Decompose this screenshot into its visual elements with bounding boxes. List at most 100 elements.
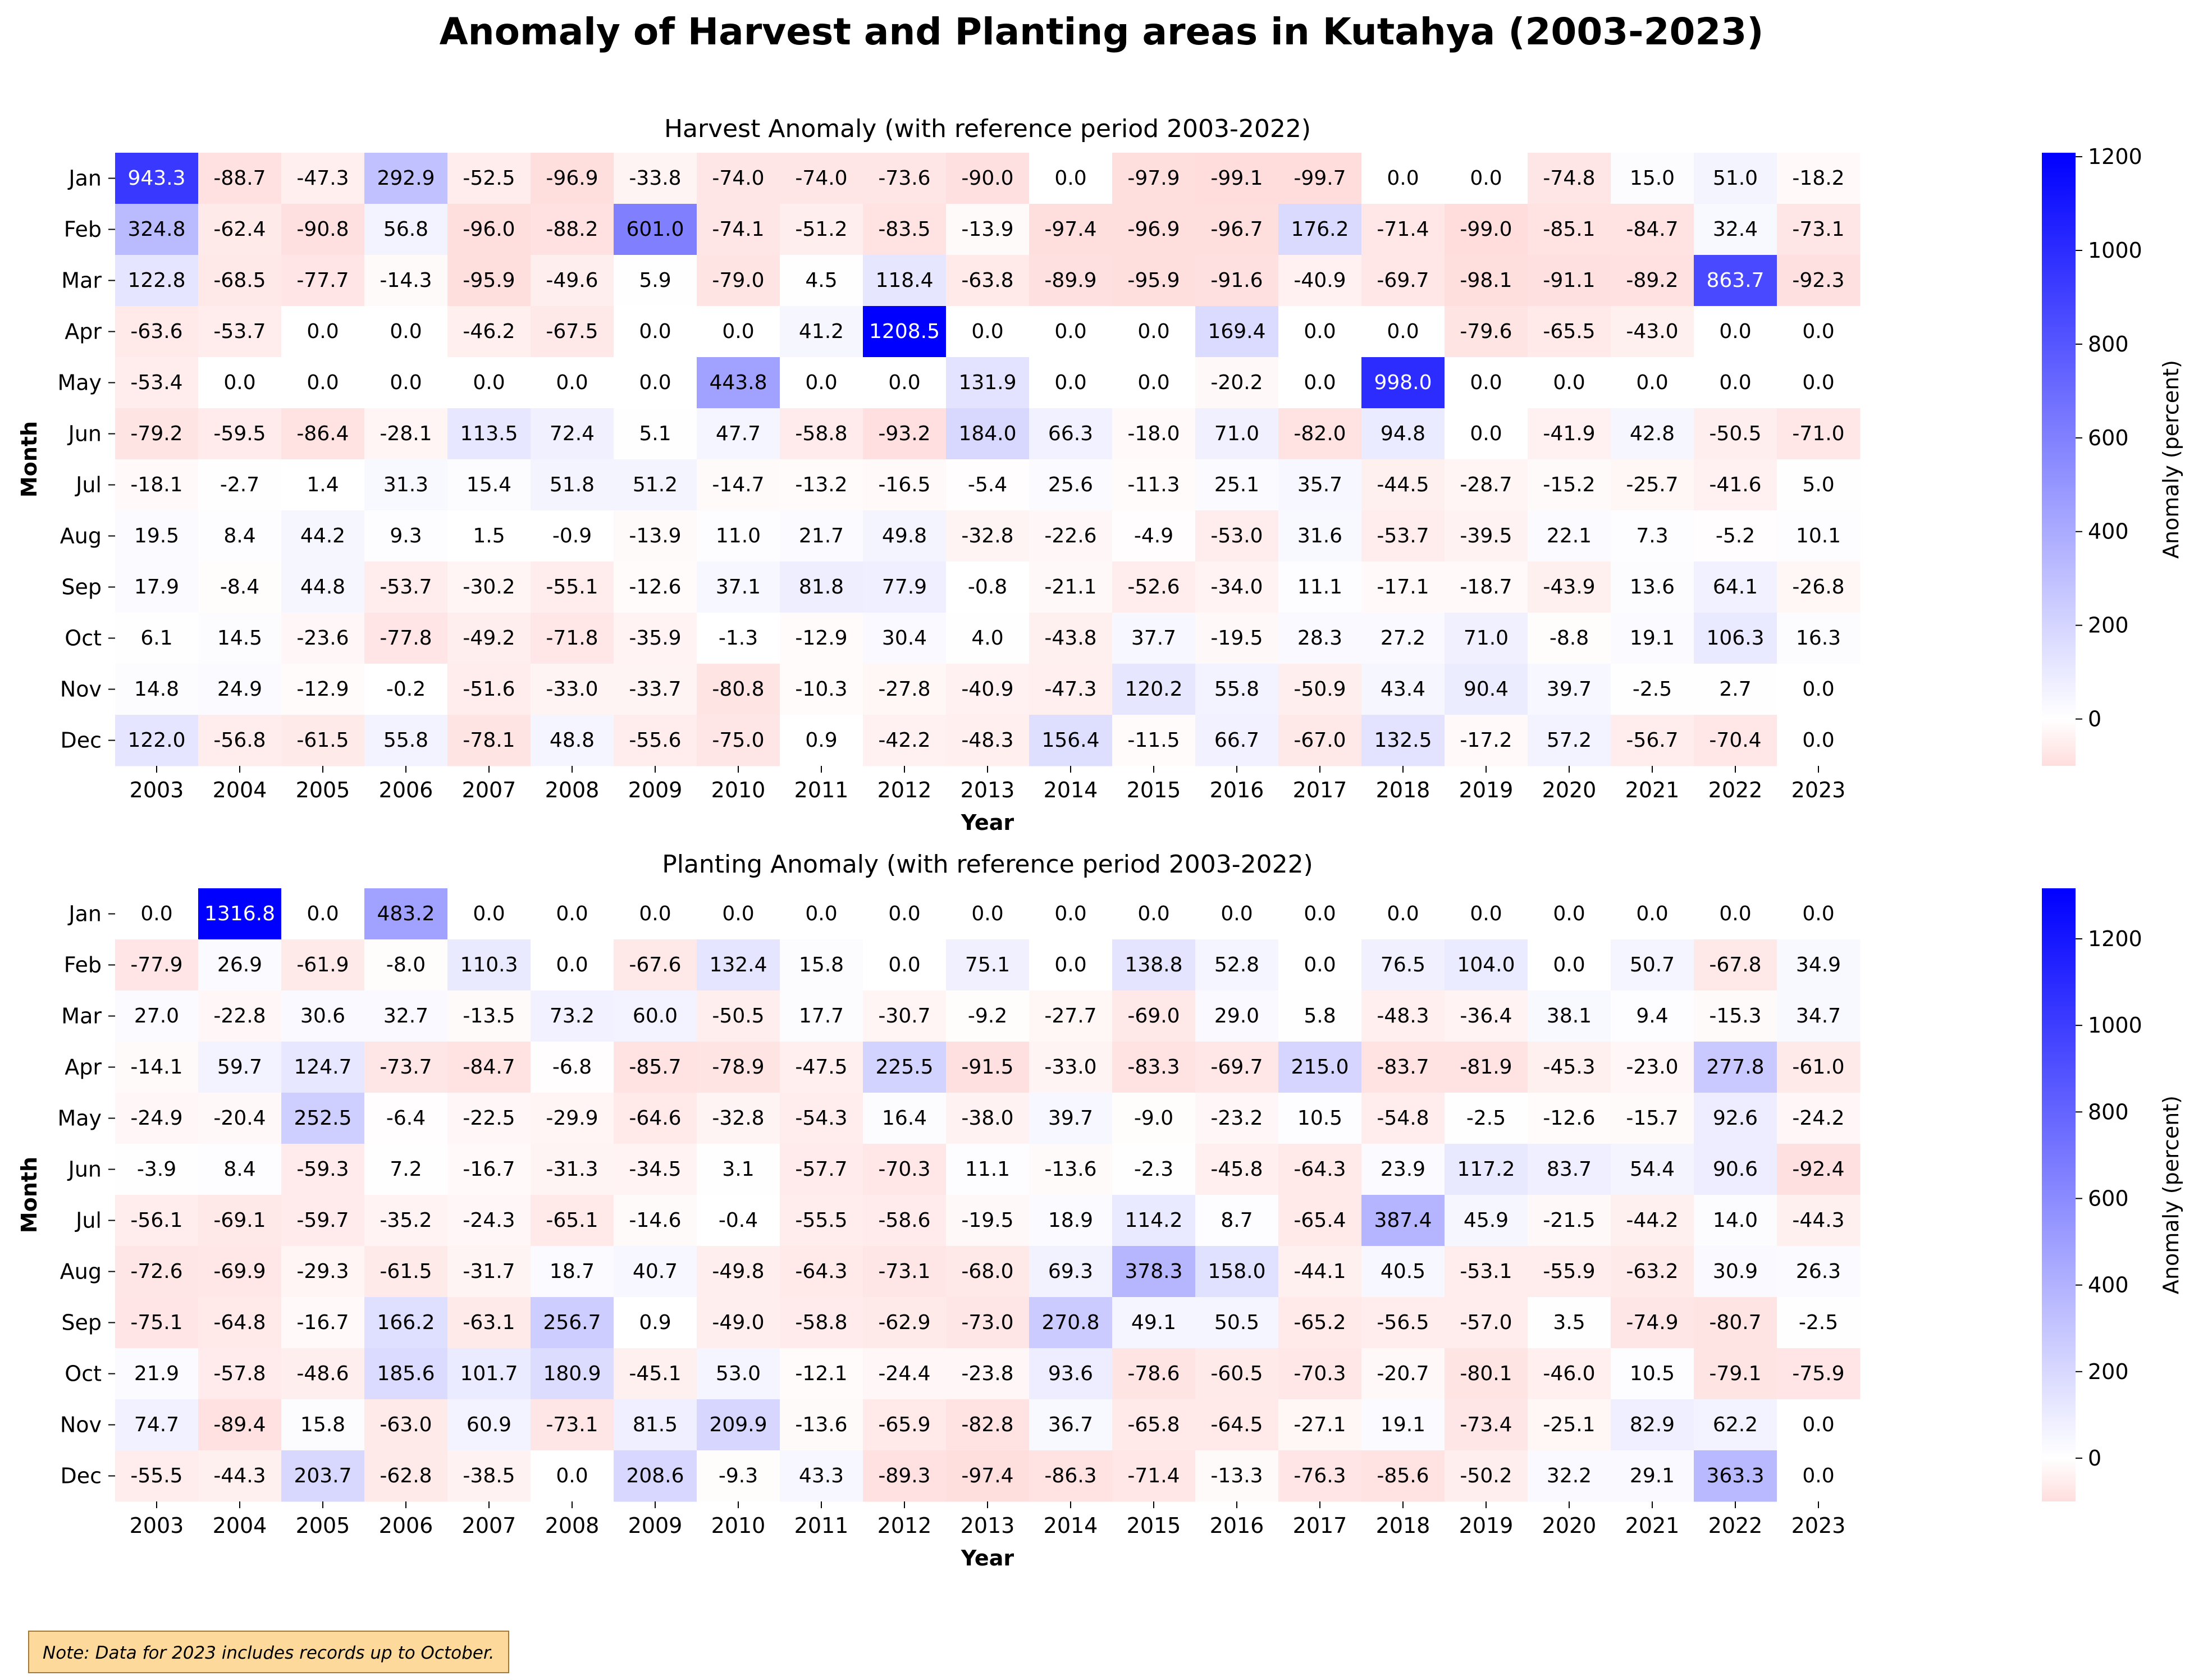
y-tick-label: Jun [67,1157,102,1182]
cell-value-label: 49.1 [1131,1311,1176,1334]
cell-value-label: -91.6 [1210,269,1263,292]
heatmap-cell [281,1399,365,1451]
heatmap-cell [1029,204,1113,255]
cell-value-label: 0.0 [1802,320,1834,343]
cell-value-label: 387.4 [1374,1209,1432,1232]
cell-value-label: -44.5 [1377,473,1429,496]
heatmap-cell [531,1297,614,1349]
heatmap-cell [1777,306,1861,358]
heatmap-cell [1694,408,1777,460]
cell-value-label: -49.0 [712,1311,764,1334]
heatmap-cell [946,408,1030,460]
heatmap-cell [697,306,780,358]
heatmap-cell [447,1042,531,1093]
heatmap-cell [1445,990,1528,1042]
cell-value-label: -88.2 [546,218,598,241]
cell-value-label: 0.0 [1137,902,1169,925]
heatmap-cell [1278,888,1362,940]
heatmap-cell [1528,664,1611,715]
heatmap-cell [198,939,282,991]
cell-value-label: -63.8 [961,269,1013,292]
cell-value-label: 117.2 [1457,1158,1515,1181]
colorbar-tick-label: 200 [2088,613,2129,638]
y-tick-label: Apr [65,319,102,344]
cell-value-label: -69.1 [213,1209,266,1232]
cell-value-label: -22.5 [463,1107,515,1130]
heatmap-cell [946,1144,1030,1195]
heatmap-cell [697,939,780,991]
heatmap-cell [1278,561,1362,613]
cell-value-label: 8.7 [1221,1209,1253,1232]
cell-value-label: 110.3 [460,953,518,976]
cell-value-label: 30.4 [882,627,927,650]
y-tick-label: Dec [60,728,102,753]
cell-value-label: -69.9 [213,1260,266,1283]
heatmap-cell [1112,306,1196,358]
heatmap-cell [614,1450,697,1502]
cell-value-label: 66.7 [1214,729,1259,752]
x-tick-label: 2022 [1708,1513,1763,1538]
heatmap-cell [1611,664,1694,715]
y-axis-label: Month [17,1157,42,1233]
cell-value-label: 0.0 [1137,371,1169,394]
y-tick-label: Apr [65,1055,102,1080]
heatmap-cell [1777,408,1861,460]
heatmap-cell [614,664,697,715]
cell-value-label: 74.7 [134,1413,179,1436]
colorbar-tick-label: 800 [2088,1099,2129,1124]
heatmap-cell [697,1348,780,1400]
cell-value-label: 277.8 [1706,1056,1764,1079]
cell-value-label: 38.1 [1547,1005,1592,1028]
heatmap-cell [614,357,697,409]
heatmap-cell [1694,1144,1777,1195]
heatmap-cell [364,715,448,766]
cell-value-label: 14.8 [134,678,179,701]
heatmap-cell [780,255,863,307]
cell-value-label: -56.1 [130,1209,182,1232]
cell-value-label: -71.0 [1792,422,1844,445]
heatmap-cell [1195,306,1279,358]
colorbar-tick-label: 1200 [2088,144,2142,169]
heatmap-cell [1361,153,1445,204]
cell-value-label: -58.6 [878,1209,930,1232]
cell-value-label: 0.0 [1387,902,1419,925]
heatmap-cell [447,1246,531,1298]
cell-value-label: 0.0 [1553,371,1585,394]
cell-value-label: 0.0 [971,902,1003,925]
cell-value-label: 93.6 [1048,1362,1093,1385]
heatmap-cell [1278,1399,1362,1451]
heatmap-cells: 0.0 1316.8 0.0 483.2 0.0 0.0 0.0 0.0 0.0 0.0 0.0 0.… [115,888,1861,1502]
cell-value-label: 55.8 [1214,678,1259,701]
cell-value-label: 76.5 [1381,953,1425,976]
cell-value-label: -97.4 [961,1464,1013,1487]
heatmap-cell [1195,408,1279,460]
heatmap-cell [198,990,282,1042]
heatmap-cell [1611,1297,1694,1349]
heatmap-cell [364,153,448,204]
heatmap-cell [447,939,531,991]
cell-value-label: -20.7 [1377,1362,1429,1385]
cell-value-label: -75.1 [130,1311,182,1334]
colorbar-tick-label: 400 [2088,1273,2129,1298]
figure-title: Anomaly of Harvest and Planting areas in… [439,10,1764,53]
cell-value-label: 122.0 [127,729,185,752]
subplot-title: Planting Anomaly (with reference period … [662,850,1313,879]
heatmap-cell [115,613,199,664]
cell-value-label: -96.9 [546,167,598,190]
heatmap-cell [1195,1042,1279,1093]
cell-value-label: 36.7 [1048,1413,1093,1436]
heatmap-cell [1112,1195,1196,1247]
cell-value-label: 0.0 [1553,902,1585,925]
x-tick-label: 2017 [1293,778,1347,802]
cell-value-label: -41.9 [1543,422,1595,445]
heatmap-cell [364,204,448,255]
cell-value-label: -97.4 [1044,218,1096,241]
cell-value-label: -18.2 [1792,167,1844,190]
cell-value-label: 64.1 [1713,576,1758,599]
cell-value-label: -63.2 [1626,1260,1678,1283]
cell-value-label: 14.0 [1713,1209,1758,1232]
heatmap-cell [697,204,780,255]
cell-value-label: -2.5 [1466,1107,1506,1130]
cell-value-label: 292.9 [377,167,435,190]
heatmap-cell [1777,1195,1861,1247]
